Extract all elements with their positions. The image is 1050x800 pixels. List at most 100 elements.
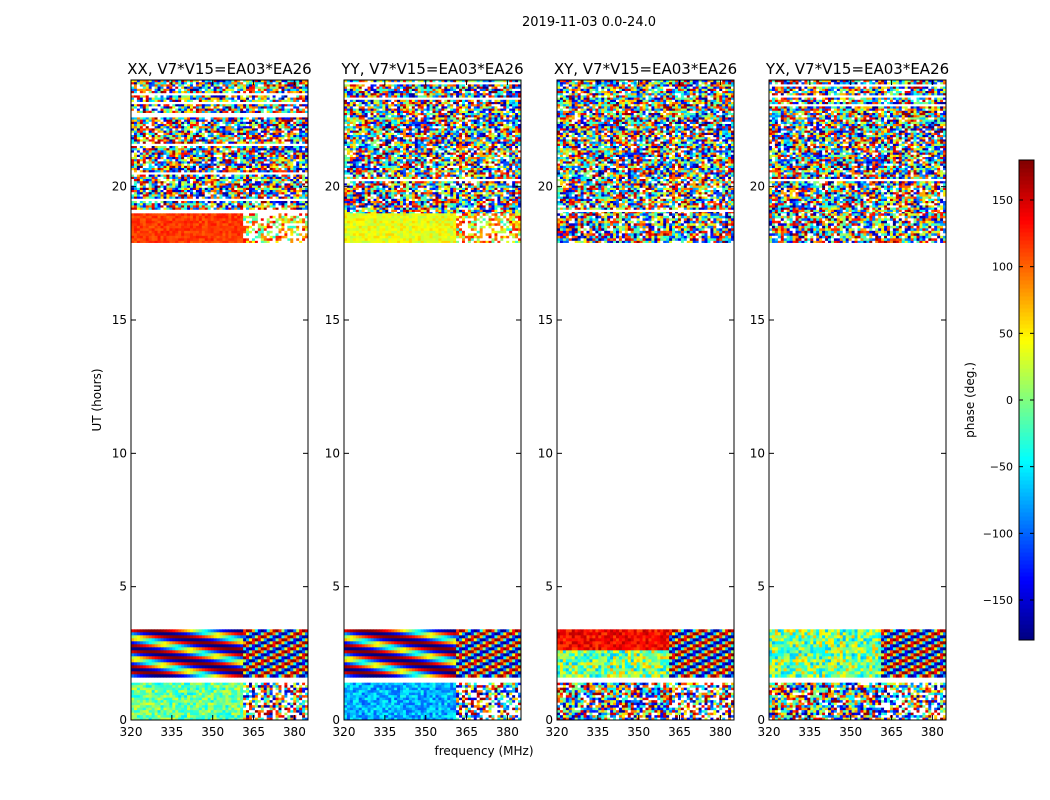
colorbar-segment	[1019, 424, 1034, 429]
colorbar-segment	[1019, 600, 1034, 605]
panel-title: XX, V7*V15=EA03*EA26	[127, 60, 311, 78]
colorbar-segment	[1019, 452, 1034, 457]
colorbar-segment	[1019, 504, 1034, 509]
colorbar-segment	[1019, 324, 1034, 329]
colorbar-segment	[1019, 480, 1034, 485]
colorbar-segment	[1019, 596, 1034, 601]
colorbar-segment	[1019, 508, 1034, 513]
axes-frame	[343, 79, 522, 721]
colorbar-segment	[1019, 588, 1034, 593]
colorbar-segment	[1019, 580, 1034, 585]
colorbar-segment	[1019, 564, 1034, 569]
colorbar-segment	[1019, 228, 1034, 233]
y-tick-label: 15	[538, 313, 553, 327]
panels-group: XX, V7*V15=EA03*EA26 320 335 350 365 380 0 5 10 1…	[112, 60, 949, 739]
colorbar-segment	[1019, 368, 1034, 373]
x-tick-label: 335	[373, 725, 396, 739]
colorbar-segment	[1019, 192, 1034, 197]
colorbar-segment	[1019, 440, 1034, 445]
colorbar-segment	[1019, 280, 1034, 285]
colorbar-segment	[1019, 396, 1034, 401]
colorbar-segment	[1019, 260, 1034, 265]
colorbar-segment	[1019, 488, 1034, 493]
colorbar-tick-label: 150	[992, 194, 1013, 207]
axes-frame	[130, 79, 309, 721]
x-tick-label: 350	[201, 725, 224, 739]
x-tick-label: 380	[921, 725, 944, 739]
colorbar-segment	[1019, 524, 1034, 529]
x-tick-label: 335	[586, 725, 609, 739]
colorbar-segment	[1019, 568, 1034, 573]
x-tick-label: 365	[880, 725, 903, 739]
x-tick-label: 320	[546, 725, 569, 739]
colorbar-segment	[1019, 584, 1034, 589]
colorbar-segment	[1019, 556, 1034, 561]
colorbar-segment	[1019, 328, 1034, 333]
axes-frame	[556, 79, 735, 721]
y-tick-label: 5	[332, 580, 340, 594]
colorbar-segment	[1019, 372, 1034, 377]
colorbar-segment	[1019, 636, 1034, 641]
colorbar-segment	[1019, 540, 1034, 545]
colorbar-segment	[1019, 272, 1034, 277]
colorbar-segment	[1019, 188, 1034, 193]
colorbar-segment	[1019, 412, 1034, 417]
colorbar-segment	[1019, 388, 1034, 393]
y-tick-label: 10	[538, 446, 553, 460]
colorbar-segment	[1019, 336, 1034, 341]
colorbar-segment	[1019, 536, 1034, 541]
y-tick-label: 0	[332, 713, 340, 727]
panel-xy: XY, V7*V15=EA03*EA26 320 335 350 365 380 0 5 10 1…	[538, 60, 737, 739]
panel-yy: YY, V7*V15=EA03*EA26 320 335 350 365 380 0 5 10 1…	[325, 60, 524, 739]
y-tick-label: 20	[325, 180, 340, 194]
x-tick-label: 335	[798, 725, 821, 739]
colorbar-segment	[1019, 216, 1034, 221]
x-tick-label: 380	[496, 725, 519, 739]
phase-image-yx	[769, 80, 946, 720]
panel-title: YY, V7*V15=EA03*EA26	[340, 60, 523, 78]
colorbar-segment	[1019, 432, 1034, 437]
colorbar-segment	[1019, 632, 1034, 637]
colorbar-segment	[1019, 180, 1034, 185]
y-tick-label: 20	[750, 180, 765, 194]
colorbar-segment	[1019, 416, 1034, 421]
colorbar: −150 −100 −50 0 50 100 150	[983, 159, 1035, 641]
colorbar-segment	[1019, 168, 1034, 173]
colorbar-segment	[1019, 292, 1034, 297]
colorbar-segment	[1019, 548, 1034, 553]
colorbar-segment	[1019, 444, 1034, 449]
y-tick-label: 20	[112, 180, 127, 194]
y-tick-label: 5	[545, 580, 553, 594]
colorbar-segment	[1019, 224, 1034, 229]
colorbar-segment	[1019, 404, 1034, 409]
x-tick-label: 350	[839, 725, 862, 739]
colorbar-segment	[1019, 448, 1034, 453]
axes-frame	[768, 79, 947, 721]
colorbar-segment	[1019, 472, 1034, 477]
colorbar-segment	[1019, 268, 1034, 273]
x-tick-label: 365	[242, 725, 265, 739]
colorbar-segment	[1019, 196, 1034, 201]
colorbar-segment	[1019, 348, 1034, 353]
x-tick-label: 335	[160, 725, 183, 739]
colorbar-tick-label: −100	[983, 527, 1013, 540]
panel-xx: XX, V7*V15=EA03*EA26 320 335 350 365 380 0 5 10 1…	[112, 60, 312, 739]
colorbar-segment	[1019, 400, 1034, 405]
phase-image-yy	[344, 80, 521, 720]
colorbar-segment	[1019, 232, 1034, 237]
x-tick-label: 320	[758, 725, 781, 739]
colorbar-segment	[1019, 408, 1034, 413]
y-tick-label: 20	[538, 180, 553, 194]
panel-yx: YX, V7*V15=EA03*EA26 320 335 350 365 380 0 5 10 1…	[750, 60, 949, 739]
panel-title: YX, V7*V15=EA03*EA26	[765, 60, 949, 78]
colorbar-segment	[1019, 628, 1034, 633]
colorbar-segment	[1019, 392, 1034, 397]
colorbar-segment	[1019, 204, 1034, 209]
colorbar-segment	[1019, 184, 1034, 189]
colorbar-segment	[1019, 356, 1034, 361]
colorbar-segment	[1019, 620, 1034, 625]
colorbar-segment	[1019, 308, 1034, 313]
colorbar-segment	[1019, 376, 1034, 381]
colorbar-segment	[1019, 576, 1034, 581]
